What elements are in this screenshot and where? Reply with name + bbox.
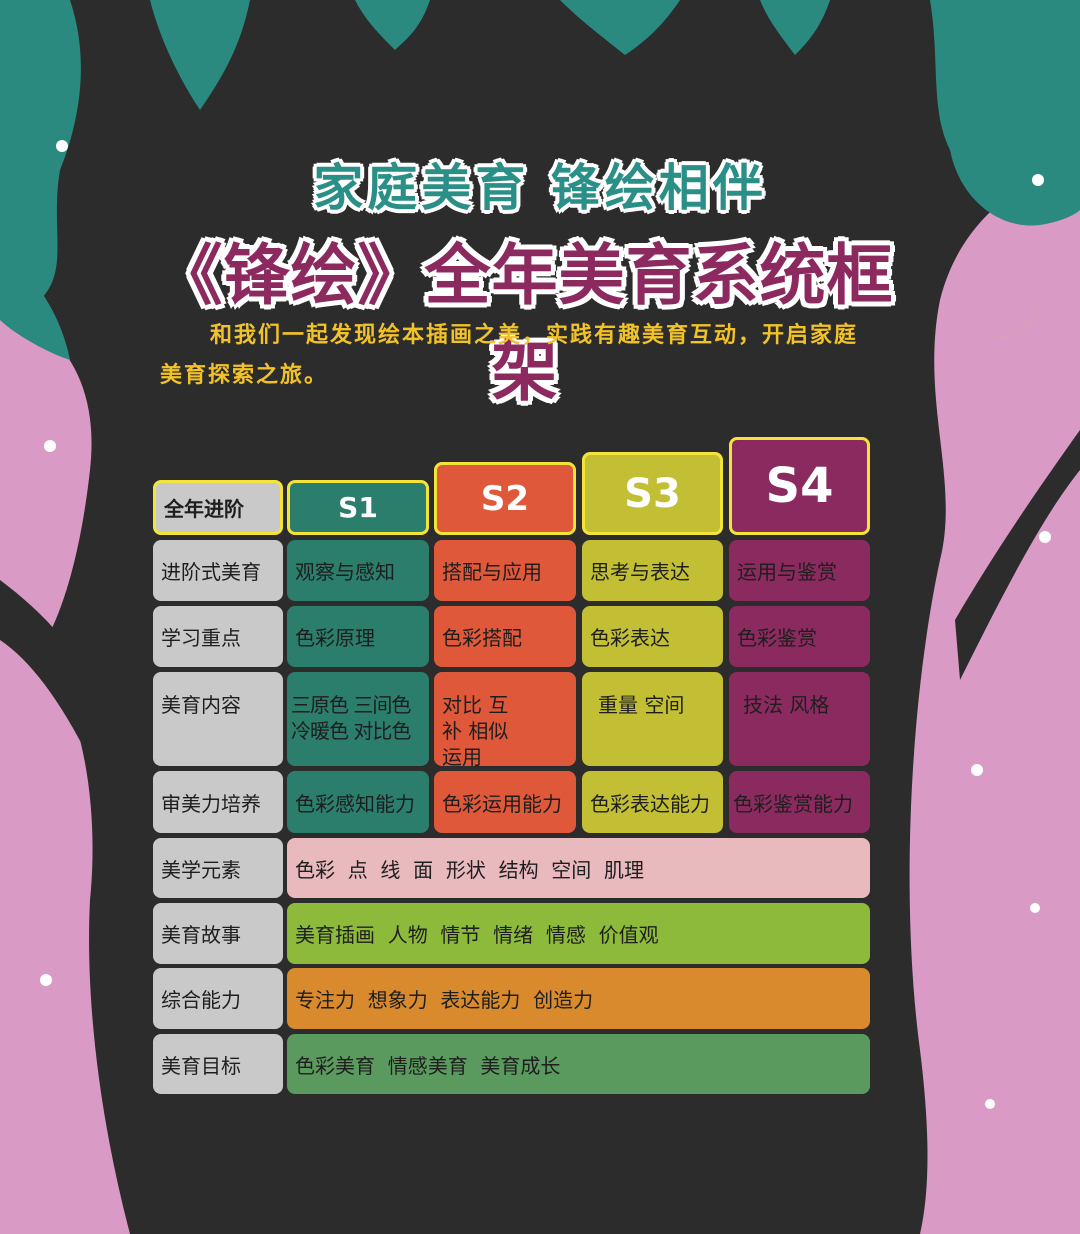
stars xyxy=(40,140,1051,1109)
right-tree xyxy=(909,160,1080,1234)
top-leaf-3 xyxy=(560,0,680,55)
wide-cell: 美育插画 人物 情节 情绪 情感 价值观 xyxy=(287,903,870,964)
table-cell: 搭配与应用 xyxy=(434,540,576,601)
left-tree xyxy=(0,300,130,1234)
stage-s4: S4 xyxy=(729,437,870,535)
row-label: 学习重点 xyxy=(153,606,283,667)
left-leaves xyxy=(0,0,81,300)
table-cell: 色彩感知能力 xyxy=(287,771,429,833)
table-cell: 色彩原理 xyxy=(287,606,429,667)
row-label: 进阶式美育 xyxy=(153,540,283,601)
stage-s3: S3 xyxy=(582,452,723,535)
table-cell: 思考与表达 xyxy=(582,540,723,601)
table-cell: 色彩鉴赏 xyxy=(729,606,870,667)
intro-text: 和我们一起发现绘本插画之美，实践有趣美育互动，开启家庭美育探索之旅。 xyxy=(160,323,859,388)
row-label: 美育内容 xyxy=(153,672,283,766)
row-label: 美育目标 xyxy=(153,1034,283,1094)
table-cell: 运用与鉴赏 xyxy=(729,540,870,601)
title-line2: 《锋绘》全年美育系统框架 xyxy=(156,237,894,410)
table-cell: 色彩表达能力 xyxy=(582,771,723,833)
top-leaf-4 xyxy=(760,0,830,55)
table-cell: 色彩搭配 xyxy=(434,606,576,667)
wide-cell: 专注力 想象力 表达能力 创造力 xyxy=(287,968,870,1029)
wide-cell: 色彩美育 情感美育 美育成长 xyxy=(287,1034,870,1094)
table-cell: 重量 空间 xyxy=(582,672,723,766)
table-cell: 色彩表达 xyxy=(582,606,723,667)
row-label: 综合能力 xyxy=(153,968,283,1029)
row-label: 美学元素 xyxy=(153,838,283,898)
wide-cell: 色彩 点 线 面 形状 结构 空间 肌理 xyxy=(287,838,870,898)
table-cell: 色彩鉴赏能力 xyxy=(729,771,870,833)
table-cell: 三原色 三间色 冷暖色 对比色 xyxy=(287,672,429,766)
table-cell: 色彩运用能力 xyxy=(434,771,576,833)
top-leaf-1 xyxy=(150,0,250,110)
row-label: 美育故事 xyxy=(153,903,283,964)
table-cell: 对比 互补 相似 运用 xyxy=(434,672,576,769)
header-label: 全年进阶 xyxy=(153,480,283,535)
leaf-small xyxy=(0,250,70,360)
row-label: 审美力培养 xyxy=(153,771,283,833)
table-cell: 观察与感知 xyxy=(287,540,429,601)
right-leaves xyxy=(930,0,1080,226)
stage-s1: S1 xyxy=(287,480,429,535)
left-branch xyxy=(0,580,100,760)
stage-s2: S2 xyxy=(434,462,576,535)
right-branch xyxy=(955,430,1080,680)
title-line1: 家庭美育 锋绘相伴 xyxy=(313,159,767,217)
table-cell: 技法 风格 xyxy=(729,672,870,766)
top-leaf-2 xyxy=(355,0,430,50)
